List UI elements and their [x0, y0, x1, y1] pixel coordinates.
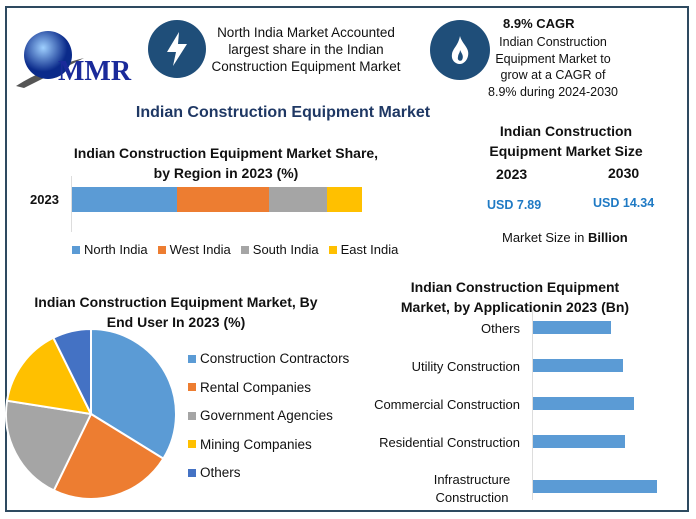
legend-swatch — [188, 354, 196, 363]
region-segment-west-india — [176, 187, 269, 212]
region-legend: North India West India South India East Ind… — [72, 242, 398, 257]
lightning-badge — [148, 20, 206, 78]
cagr-title: 8.9% CAGR — [503, 16, 575, 31]
value-2030: USD 14.34 — [593, 196, 655, 210]
legend-item: Construction Contractors — [188, 351, 349, 366]
pie-slice-mining-companies — [5, 336, 93, 416]
main-title: Indian Construction Equipment Market — [135, 104, 431, 121]
legend-item: Mining Companies — [188, 437, 349, 452]
legend-item: West India — [157, 242, 231, 257]
legend-label: North India — [84, 242, 148, 257]
pie-chart — [5, 327, 177, 500]
application-bar — [533, 321, 611, 334]
legend-label: Others — [200, 465, 241, 480]
legend-label: West India — [169, 242, 231, 257]
region-segment-south-india — [268, 187, 327, 212]
application-bar — [533, 435, 626, 448]
application-label: Infrastructure Construction — [433, 472, 511, 505]
globe-icon — [16, 31, 84, 88]
highlight-north-india: North India Market Accounted largest sha… — [211, 25, 401, 74]
region-chart-title: Indian Construction Equipment Market Sha… — [73, 145, 379, 181]
legend-label: East India — [340, 242, 399, 257]
legend-swatch — [328, 245, 337, 254]
note-unit: Billion — [587, 230, 628, 245]
application-bar — [533, 480, 657, 493]
legend-swatch — [188, 383, 196, 391]
infographic-frame — [5, 6, 689, 512]
application-label: Others — [480, 321, 520, 336]
legend-swatch — [188, 468, 196, 477]
legend-item: Government Agencies — [188, 408, 349, 423]
application-chart-title: Indian Construction Equipment Market, by… — [400, 279, 630, 315]
application-label: Commercial Construction — [374, 397, 520, 412]
pie-chart-title: Indian Construction Equipment Market, By… — [34, 294, 318, 330]
legend-label: Government Agencies — [200, 408, 333, 423]
region-axis — [71, 176, 72, 232]
legend-swatch — [157, 245, 166, 254]
application-bar — [533, 359, 623, 372]
application-label: Utility Construction — [411, 359, 520, 374]
region-segment-east-india — [326, 187, 362, 212]
logo-text: MMR — [58, 56, 132, 87]
market-size-note: Market Size in Billion — [502, 230, 628, 245]
application-axis — [532, 310, 533, 500]
legend-label: Rental Companies — [200, 379, 312, 395]
value-2023: USD 7.89 — [487, 198, 542, 212]
pie-legend: Construction Contractors Rental Companies… — [188, 351, 349, 480]
flame-badge — [430, 20, 490, 80]
legend-swatch — [188, 440, 196, 448]
year-2030: 2030 — [608, 165, 640, 181]
legend-item: North India — [72, 242, 148, 257]
legend-label: Construction Contractors — [200, 351, 350, 366]
legend-swatch — [188, 411, 196, 420]
legend-item: East India — [328, 242, 399, 257]
year-2023: 2023 — [496, 166, 528, 182]
region-segment-north-india — [72, 187, 177, 212]
legend-swatch — [72, 245, 80, 254]
legend-item: Rental Companies — [188, 380, 349, 395]
legend-label: Mining Companies — [200, 436, 312, 452]
pie-slice-others — [52, 327, 92, 415]
legend-item: South India — [240, 242, 319, 257]
note-prefix: Market Size in — [502, 230, 588, 245]
legend-swatch — [240, 245, 249, 254]
mmr-logo: MMR — [14, 28, 144, 88]
legend-item: Others — [188, 465, 349, 480]
region-category-label: 2023 — [30, 192, 59, 207]
market-size-title: Indian Construction Equipment Market Siz… — [489, 123, 643, 159]
cagr-text: Indian Construction Equipment Market to … — [488, 35, 618, 99]
application-bar — [533, 397, 634, 410]
lightning-icon — [167, 32, 187, 66]
region-stacked-bar — [72, 187, 362, 212]
legend-label: South India — [252, 242, 319, 257]
application-label: Residential Construction — [379, 435, 520, 450]
pie-slice-government-agencies — [5, 399, 93, 492]
flame-icon — [451, 36, 469, 64]
